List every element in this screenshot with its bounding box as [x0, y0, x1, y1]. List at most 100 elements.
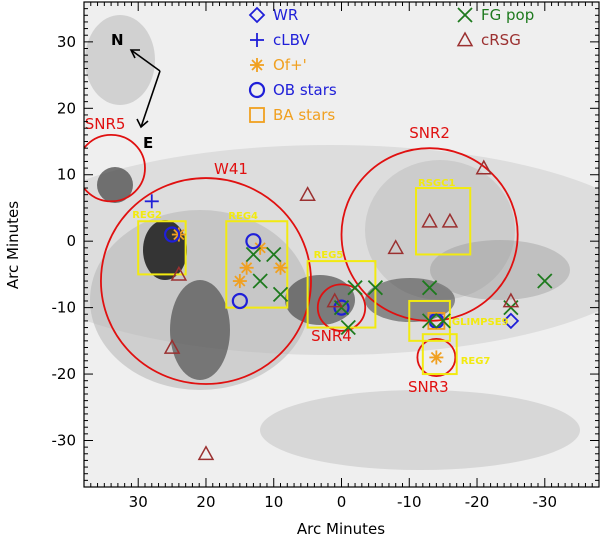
north-arrow-head	[129, 49, 140, 59]
legend: WR cLBV Of+' OB stars BA stars FG pop cRSG	[248, 6, 534, 124]
region-box-rsgc1	[415, 187, 472, 256]
legend-marker-crsg	[456, 31, 474, 47]
region-boxes	[137, 187, 472, 376]
legend-item-of: Of+'	[250, 56, 307, 74]
legend-marker-wr	[248, 6, 266, 24]
legend-item-wr: WR	[248, 6, 298, 24]
legend-marker-ob-stars	[248, 81, 266, 99]
point-fg-pop-2	[266, 246, 282, 263]
point-fg-pop-9	[421, 313, 438, 329]
region-label-reg7: REG7	[461, 356, 491, 367]
legend-label-of: Of+'	[273, 56, 307, 74]
legend-item-fg-pop: FG pop	[457, 6, 534, 24]
point-ob-stars-3	[333, 299, 350, 316]
region-label-reg4: REG4	[228, 211, 258, 222]
region-box-reg5	[306, 260, 377, 329]
point-fg-pop-0	[245, 246, 262, 263]
snr-label-snr4: SNR4	[311, 327, 352, 345]
legend-item-ob-stars: OB stars	[248, 81, 337, 99]
y-tick-label: 20	[57, 99, 76, 117]
compass: N E	[111, 31, 161, 152]
region-box-reg2	[137, 220, 187, 276]
region-labels: SNR5 W41 SNR2 SNR4 SNR3 REG2 REG4 REG5 RSGC1 GLIM…	[85, 115, 509, 396]
x-tick-label: -30	[533, 493, 558, 511]
plot-background	[84, 2, 599, 487]
region-label-rsgc1: RSGC1	[418, 178, 455, 189]
point-fg-pop-7	[340, 319, 356, 336]
snr-label-snr3: SNR3	[408, 378, 449, 396]
north-arrow	[130, 49, 161, 72]
y-tick-label: -20	[52, 365, 77, 383]
legend-label-clbv: cLBV	[273, 31, 310, 49]
point-fg-pop-10	[435, 313, 451, 329]
point-fg-pop-6	[333, 299, 350, 316]
point-clbv-0	[144, 194, 159, 209]
legend-marker-of	[250, 58, 264, 72]
point-crsg-4	[326, 292, 343, 308]
x-tick-label: 0	[337, 493, 347, 511]
legend-marker-ba-stars	[249, 107, 265, 123]
legend-item-ba-stars: BA stars	[249, 106, 335, 124]
point-crsg-3	[299, 186, 316, 202]
y-tick-label: -30	[52, 431, 77, 449]
x-tick-label: 10	[264, 493, 283, 511]
y-tick-label: 0	[66, 232, 76, 250]
region-box-reg7	[421, 333, 458, 376]
east-arrow-head	[136, 118, 149, 129]
region-box-glimpse9	[408, 299, 451, 342]
point-ob-stars-2	[245, 233, 262, 250]
x-tick-label: 20	[196, 493, 215, 511]
y-tick-label: -10	[52, 299, 77, 317]
x-tick-label: 30	[129, 493, 148, 511]
legend-marker-clbv	[250, 33, 264, 47]
axis-ticks: 30 20 10 0 -10 -20 -30 30 20 10 0 -10 -20 -30	[52, 1, 600, 511]
snr-label-snr5: SNR5	[85, 115, 126, 133]
snr-circle-snr5	[84, 133, 146, 203]
east-arrow	[140, 70, 161, 128]
point-of-5	[429, 350, 444, 365]
legend-label-crsg: cRSG	[481, 31, 521, 49]
point-crsg-0	[170, 265, 188, 281]
snr-circle-w41	[100, 177, 312, 385]
legend-label-wr: WR	[273, 6, 298, 24]
region-box-reg4	[225, 220, 289, 309]
x-axis-label: Arc Minutes	[297, 520, 385, 538]
point-crsg-8	[475, 159, 493, 175]
y-tick-label: 10	[57, 166, 76, 184]
data-points	[144, 159, 553, 461]
point-fg-pop-1	[252, 273, 268, 289]
legend-label-fg-pop: FG pop	[481, 6, 534, 24]
legend-label-ba-stars: BA stars	[273, 106, 335, 124]
point-crsg-7	[441, 212, 459, 228]
point-crsg-5	[387, 239, 404, 255]
region-label-reg5: REG5	[314, 250, 344, 261]
point-of-1	[232, 274, 247, 289]
x-tick-label: -20	[465, 493, 490, 511]
legend-label-ob-stars: OB stars	[273, 81, 337, 99]
overlay-layer	[84, 133, 553, 461]
y-tick-label: 30	[57, 33, 76, 51]
y-axis-label: Arc Minutes	[4, 201, 22, 289]
legend-item-clbv: cLBV	[250, 31, 310, 49]
point-crsg-1	[163, 338, 181, 354]
point-of-2	[239, 260, 254, 275]
north-label: N	[111, 31, 124, 49]
point-of-4	[273, 260, 288, 275]
region-label-reg2: REG2	[132, 210, 162, 221]
snr-circle-snr4	[316, 283, 367, 332]
point-fg-pop-3	[272, 286, 289, 302]
point-fg-pop-12	[537, 273, 553, 289]
point-fg-pop-5	[367, 280, 384, 296]
point-ob-stars-0	[163, 226, 181, 243]
point-ob-stars-1	[231, 292, 248, 310]
east-label: E	[143, 134, 153, 152]
legend-marker-fg-pop	[457, 7, 473, 23]
point-fg-pop-4	[347, 280, 363, 296]
point-crsg-9	[502, 292, 520, 308]
point-crsg-2	[197, 445, 215, 461]
x-tick-label: -10	[397, 493, 422, 511]
point-wr-0	[502, 312, 520, 330]
region-label-glimpse9: GLIMPSE9	[452, 317, 509, 328]
snr-label-w41: W41	[214, 160, 248, 178]
